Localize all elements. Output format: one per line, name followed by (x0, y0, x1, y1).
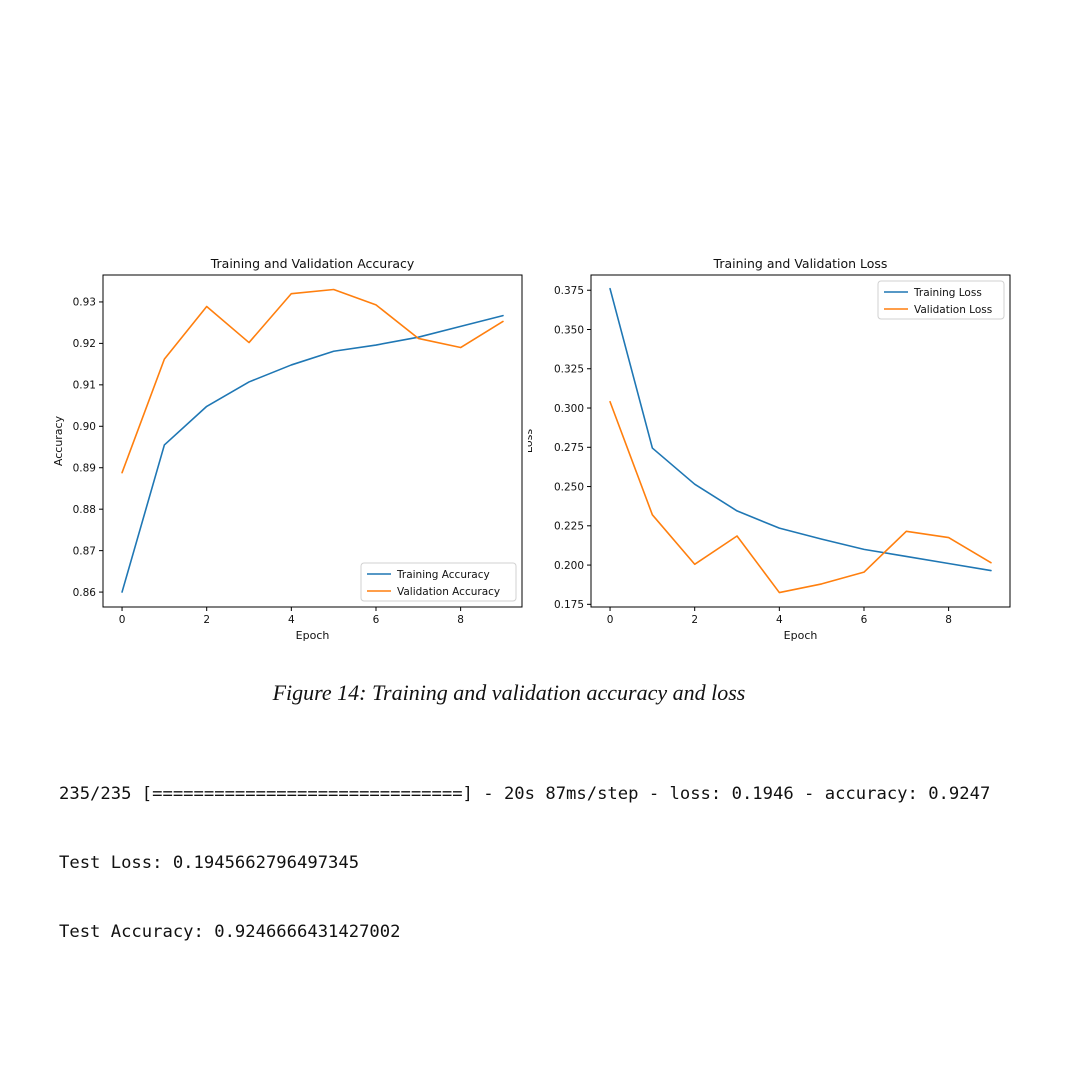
x-tick-label: 2 (203, 614, 210, 626)
y-tick-label: 0.90 (73, 421, 96, 433)
x-tick-label: 4 (288, 614, 295, 626)
y-tick-label: 0.350 (554, 324, 584, 336)
console-output: 235/235 [==============================]… (59, 737, 990, 967)
legend: Training Loss Validation Loss (877, 280, 1005, 320)
loss-chart: Training and Validation Loss 0 2 4 6 8 0.175 0.… (528, 256, 1011, 642)
training-progress-line: 235/235 [==============================]… (59, 784, 991, 804)
figure-caption: Figure 14: Training and validation accur… (272, 680, 746, 705)
series-line-training-loss (609, 287, 992, 572)
y-tick-label: 0.88 (73, 504, 96, 516)
legend: Training Accuracy Validation Accuracy (360, 562, 517, 602)
legend-label: Training Loss (913, 287, 982, 299)
x-tick-label: 8 (945, 614, 952, 626)
series-line-training-accuracy (121, 314, 504, 593)
x-axis-label: Epoch (784, 629, 818, 642)
y-axis-label: Accuracy (52, 415, 65, 466)
x-tick-label: 6 (373, 614, 380, 626)
y-tick-label: 0.225 (554, 521, 584, 533)
legend-box (360, 562, 517, 602)
y-tick-label: 0.375 (554, 285, 584, 297)
x-tick-label: 0 (607, 614, 614, 626)
y-tick-label: 0.93 (73, 297, 96, 309)
series-line-validation-loss (609, 400, 992, 594)
chart-title: Training and Validation Accuracy (210, 256, 415, 271)
x-axis-label: Epoch (296, 629, 330, 642)
chart-title: Training and Validation Loss (713, 256, 888, 271)
plot-frame (590, 274, 1011, 608)
y-tick-label: 0.300 (554, 403, 584, 415)
legend-label: Validation Loss (914, 304, 992, 316)
y-tick-label: 0.325 (554, 364, 584, 376)
y-tick-label: 0.86 (73, 587, 97, 599)
x-tick-label: 2 (691, 614, 698, 626)
y-tick-label: 0.275 (554, 442, 584, 454)
series-line-validation-accuracy (121, 288, 504, 474)
test-accuracy-line: Test Accuracy: 0.9246666431427002 (59, 922, 401, 942)
x-tick-label: 4 (776, 614, 783, 626)
y-tick-label: 0.200 (554, 560, 584, 572)
x-tick-label: 8 (457, 614, 464, 626)
y-tick-label: 0.91 (73, 380, 96, 392)
y-tick-label: 0.87 (73, 545, 96, 557)
legend-label: Training Accuracy (396, 569, 490, 581)
accuracy-chart: Training and Validation Accuracy 0 2 4 6 8 0.8… (52, 256, 523, 642)
legend-box (877, 280, 1005, 320)
legend-label: Validation Accuracy (397, 586, 500, 598)
plot-frame (102, 274, 523, 608)
y-axis-label: Loss (528, 429, 535, 453)
x-tick-label: 6 (861, 614, 868, 626)
test-loss-line: Test Loss: 0.1945662796497345 (59, 853, 360, 873)
y-tick-label: 0.175 (554, 599, 584, 611)
x-tick-label: 0 (119, 614, 126, 626)
y-tick-label: 0.92 (73, 338, 96, 350)
y-tick-label: 0.89 (73, 463, 96, 475)
y-tick-label: 0.250 (554, 481, 584, 493)
